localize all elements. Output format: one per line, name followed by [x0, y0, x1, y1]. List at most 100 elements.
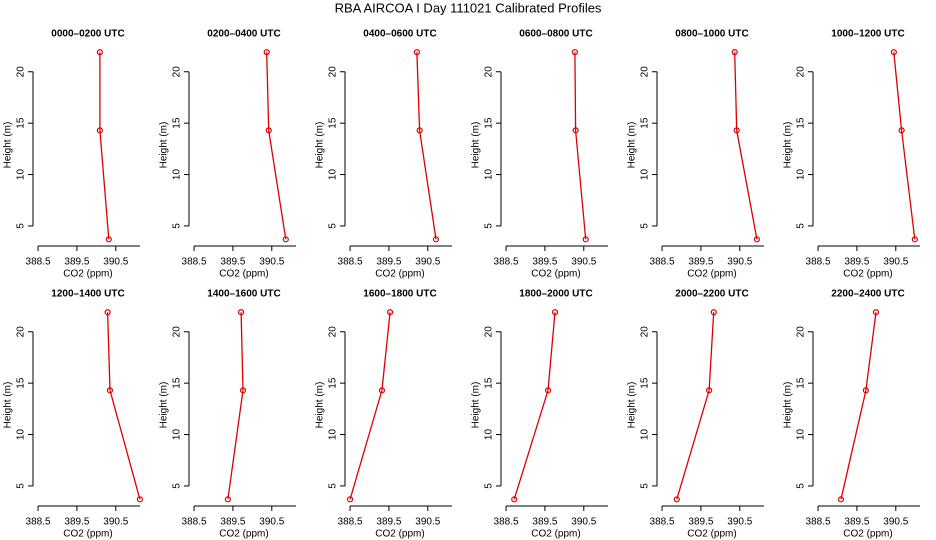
y-tick-label: 5	[796, 483, 807, 489]
y-tick-label: 5	[640, 483, 651, 489]
profile-point	[571, 49, 578, 56]
y-tick-label: 20	[796, 66, 807, 78]
profile-line	[513, 312, 556, 500]
profile-point	[733, 127, 740, 134]
profile-point	[265, 127, 272, 134]
x-axis-label: CO2 (ppm)	[219, 529, 268, 540]
y-tick-label: 10	[484, 429, 495, 441]
panel-title: 0400–0600 UTC	[363, 29, 436, 40]
profile-point	[378, 387, 386, 394]
panel-title: 1000–1200 UTC	[831, 29, 904, 40]
panel-title: 0000–0200 UTC	[51, 29, 124, 40]
profile-line	[99, 52, 110, 240]
profile-point	[237, 309, 245, 316]
y-tick-label: 15	[16, 377, 27, 389]
x-tick-label: 389.5	[844, 517, 869, 528]
x-axis-label: CO2 (ppm)	[687, 529, 736, 540]
profile-point	[705, 387, 713, 394]
y-axis-label: Height (m)	[627, 382, 638, 429]
x-tick-label: 388.5	[806, 517, 831, 528]
y-tick-label: 15	[796, 377, 807, 389]
profile-point	[96, 127, 103, 134]
x-tick-label: 388.5	[26, 257, 51, 268]
x-tick-label: 389.5	[532, 257, 557, 268]
profile-point	[104, 309, 111, 316]
page-title: RBA AIRCOA I Day 111021 Calibrated Profi…	[335, 0, 602, 15]
x-tick-label: 390.5	[727, 517, 752, 528]
y-axis-label: Height (m)	[627, 122, 638, 169]
x-tick-label: 388.5	[650, 517, 675, 528]
profile-point	[136, 496, 143, 503]
y-tick-label: 20	[172, 66, 183, 78]
y-tick-label: 20	[640, 326, 651, 338]
y-tick-label: 5	[172, 483, 183, 489]
profile-point	[551, 309, 559, 316]
y-tick-label: 20	[328, 326, 339, 338]
x-axis-label: CO2 (ppm)	[375, 529, 424, 540]
y-tick-label: 10	[172, 169, 183, 181]
profile-line	[349, 312, 391, 500]
profile-point	[432, 236, 440, 243]
profile-point	[511, 496, 518, 503]
y-axis-label: Height (m)	[3, 382, 14, 429]
y-tick-label: 20	[796, 326, 807, 338]
y-tick-label: 15	[16, 117, 27, 129]
x-tick-label: 390.5	[883, 257, 908, 268]
y-tick-label: 10	[16, 429, 27, 441]
y-tick-label: 20	[172, 326, 183, 338]
x-axis-label: CO2 (ppm)	[219, 269, 268, 280]
profile-line	[574, 52, 587, 240]
x-tick-label: 389.5	[688, 257, 713, 268]
y-tick-label: 15	[484, 117, 495, 129]
y-axis-label: Height (m)	[783, 382, 794, 429]
x-axis-label: CO2 (ppm)	[375, 269, 424, 280]
profile-point	[710, 309, 717, 316]
profile-line	[840, 312, 877, 500]
profile-point	[105, 236, 112, 243]
y-axis-label: Height (m)	[471, 382, 482, 429]
y-tick-label: 20	[16, 66, 27, 78]
y-tick-label: 10	[172, 429, 183, 441]
y-tick-label: 5	[640, 223, 651, 229]
y-tick-label: 10	[796, 429, 807, 441]
x-axis-label: CO2 (ppm)	[843, 529, 892, 540]
x-tick-label: 390.5	[259, 257, 284, 268]
x-tick-label: 390.5	[259, 517, 284, 528]
y-tick-label: 5	[328, 483, 339, 489]
panel-title: 0800–1000 UTC	[675, 29, 748, 40]
profile-point	[282, 236, 289, 243]
y-tick-label: 20	[16, 326, 27, 338]
y-tick-label: 20	[640, 66, 651, 78]
y-tick-label: 15	[328, 117, 339, 129]
x-tick-label: 390.5	[415, 257, 440, 268]
panel-title: 2200–2400 UTC	[831, 289, 904, 300]
profile-point	[544, 387, 552, 394]
x-axis-label: CO2 (ppm)	[531, 269, 580, 280]
profile-line	[106, 312, 141, 500]
y-tick-label: 15	[328, 377, 339, 389]
y-tick-label: 15	[172, 117, 183, 129]
profile-point	[911, 236, 918, 243]
panel-title: 2000–2200 UTC	[675, 289, 748, 300]
profile-point	[416, 127, 423, 134]
profile-point	[898, 127, 905, 134]
profile-line	[734, 52, 758, 240]
x-tick-label: 389.5	[688, 517, 713, 528]
profile-point	[96, 49, 103, 56]
x-tick-label: 390.5	[103, 517, 128, 528]
x-tick-label: 388.5	[182, 517, 207, 528]
profile-line	[266, 52, 287, 240]
y-tick-label: 5	[16, 483, 27, 489]
y-tick-label: 10	[796, 169, 807, 181]
panel-title: 0200–0400 UTC	[207, 29, 280, 40]
x-axis-label: CO2 (ppm)	[843, 269, 892, 280]
profile-point	[263, 49, 270, 56]
x-tick-label: 389.5	[376, 517, 401, 528]
x-tick-label: 389.5	[376, 257, 401, 268]
x-axis-label: CO2 (ppm)	[531, 529, 580, 540]
x-axis-label: CO2 (ppm)	[63, 269, 112, 280]
profile-point	[753, 236, 760, 243]
y-tick-label: 15	[640, 117, 651, 129]
y-tick-label: 5	[172, 223, 183, 229]
x-tick-label: 388.5	[338, 517, 363, 528]
